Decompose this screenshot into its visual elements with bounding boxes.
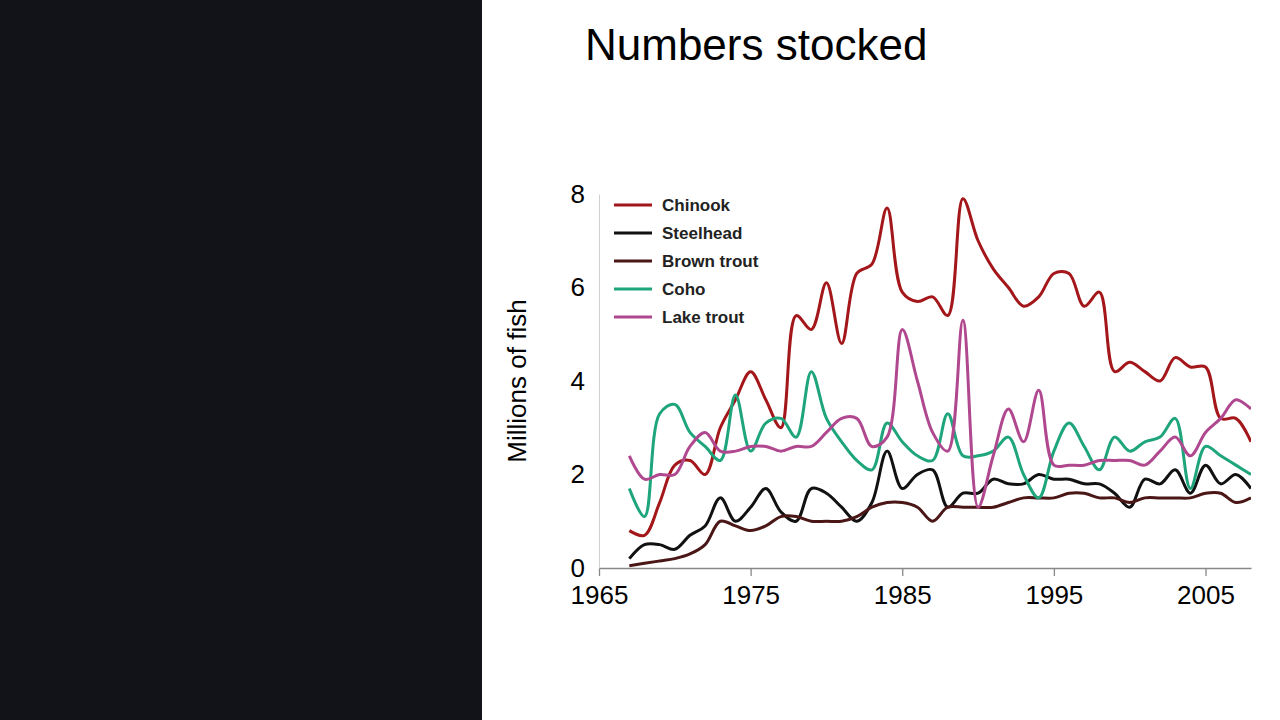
- y-axis-title: Millions of fish: [502, 299, 532, 462]
- x-tick-mark: [1054, 568, 1055, 576]
- legend-swatch: [614, 288, 652, 291]
- legend-swatch: [614, 204, 652, 207]
- y-tick-label: 8: [571, 179, 585, 209]
- x-tick: 1975: [722, 568, 780, 610]
- x-tick: 1995: [1025, 568, 1083, 610]
- y-axis: 0 2 4 6 8: [571, 179, 600, 583]
- x-tick-mark: [599, 568, 600, 576]
- y-tick-label: 2: [571, 459, 585, 489]
- legend-label: Chinook: [662, 196, 731, 215]
- x-tick-label: 1965: [571, 580, 629, 610]
- x-tick-label: 1975: [722, 580, 780, 610]
- y-tick-label: 6: [571, 272, 585, 302]
- room-background: [0, 0, 482, 720]
- x-axis: 1965 1975 1985 1995 2005: [571, 568, 1252, 610]
- x-tick: 2005: [1177, 568, 1235, 610]
- y-axis-line: [599, 195, 600, 569]
- y-tick-label: 4: [571, 366, 585, 396]
- x-tick-mark: [1205, 568, 1206, 576]
- y-tick: 2: [571, 459, 599, 489]
- y-tick-label: 0: [571, 553, 585, 583]
- y-tick: 4: [571, 366, 599, 396]
- y-tick: 8: [571, 179, 599, 209]
- legend: Chinook Steelhead Brown trout Coho Lake trou…: [614, 196, 759, 327]
- x-tick-mark: [750, 568, 751, 576]
- x-tick: 1985: [874, 568, 932, 610]
- series-line: [629, 492, 1251, 565]
- x-tick-mark: [902, 568, 903, 576]
- legend-label: Lake trout: [662, 308, 745, 327]
- x-axis-line: [600, 568, 1252, 569]
- x-tick-label: 1995: [1025, 580, 1083, 610]
- slide-background: [482, 0, 1280, 720]
- series-line: [629, 320, 1251, 507]
- chart-root: Numbers stockedMillions of fish196519751…: [0, 0, 1280, 720]
- legend-label: Coho: [662, 280, 705, 299]
- chart-title: Numbers stocked: [585, 20, 927, 69]
- series-line: [629, 451, 1251, 559]
- legend-swatch: [614, 232, 652, 235]
- x-tick-label: 2005: [1177, 580, 1235, 610]
- x-tick-label: 1985: [874, 580, 932, 610]
- legend-swatch: [614, 316, 652, 319]
- y-tick: 0: [571, 553, 599, 583]
- legend-label: Steelhead: [662, 224, 742, 243]
- legend-swatch: [614, 260, 652, 263]
- legend-label: Brown trout: [662, 252, 759, 271]
- y-tick: 6: [571, 272, 599, 302]
- plot-lines: [629, 199, 1251, 566]
